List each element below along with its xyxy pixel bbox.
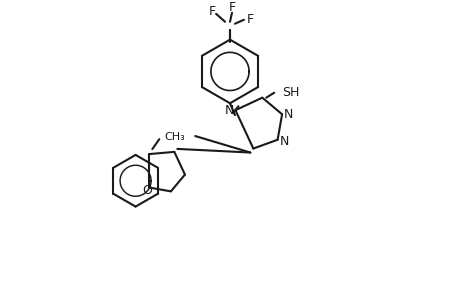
Text: N: N xyxy=(224,104,234,117)
Text: F: F xyxy=(228,1,235,14)
Text: N: N xyxy=(279,135,288,148)
Text: CH₃: CH₃ xyxy=(164,132,185,142)
Text: F: F xyxy=(246,13,253,26)
Text: SH: SH xyxy=(281,86,299,99)
Text: F: F xyxy=(208,5,215,18)
Text: N: N xyxy=(284,108,293,121)
Text: O: O xyxy=(142,184,152,197)
